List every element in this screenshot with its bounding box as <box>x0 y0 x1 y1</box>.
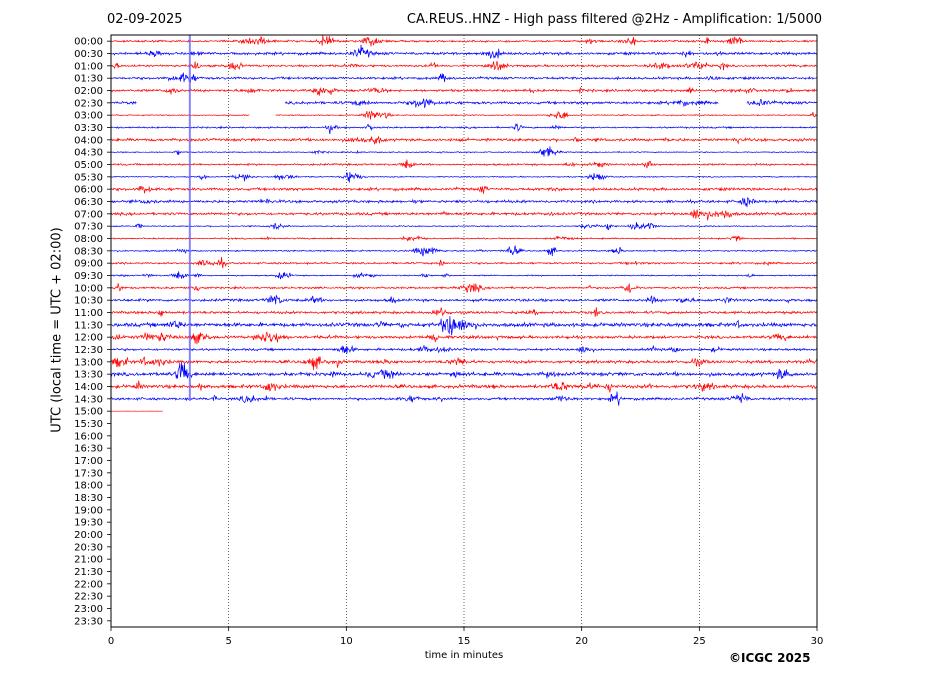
x-tick-label: 0 <box>108 636 114 647</box>
trace-02:00 <box>110 86 818 96</box>
y-tick-label: 02:30 <box>74 98 103 109</box>
x-axis-label: time in minutes <box>424 650 504 661</box>
trace-13:00 <box>110 356 818 371</box>
y-tick-label: 05:00 <box>74 160 103 171</box>
y-tick-label: 20:30 <box>74 542 103 553</box>
x-tick-label: 15 <box>458 636 471 647</box>
x-tick-label: 20 <box>575 636 588 647</box>
x-tick-label: 30 <box>811 636 824 647</box>
y-tick-label: 21:00 <box>74 555 103 566</box>
chart-title: CA.REUS..HNZ - High pass filtered @2Hz -… <box>406 12 822 27</box>
date-label: 02-09-2025 <box>107 12 183 27</box>
y-tick-label: 12:30 <box>74 345 103 356</box>
y-tick-label: 23:00 <box>74 604 103 615</box>
y-tick-label: 02:00 <box>74 86 103 97</box>
trace-08:00 <box>110 235 818 242</box>
trace-06:00 <box>110 185 818 194</box>
grid-lines <box>228 35 700 627</box>
y-tick-label: 12:00 <box>74 333 103 344</box>
trace-09:00 <box>111 256 818 269</box>
copyright-label: ©ICGC 2025 <box>729 651 811 665</box>
trace-12:30 <box>110 345 818 354</box>
y-tick-label: 19:30 <box>74 518 103 529</box>
trace-00:30 <box>110 44 818 59</box>
y-tick-label: 01:00 <box>74 61 103 72</box>
trace-12:00 <box>110 331 818 345</box>
trace-14:00 <box>110 380 818 394</box>
y-tick-label: 07:30 <box>74 222 103 233</box>
y-tick-label: 05:30 <box>74 172 103 183</box>
trace-10:30 <box>110 294 818 305</box>
y-tick-label: 03:00 <box>74 111 103 122</box>
y-tick-label: 23:30 <box>74 616 103 627</box>
y-tick-label: 04:00 <box>74 135 103 146</box>
y-tick-label: 11:30 <box>74 320 103 331</box>
trace-group <box>110 35 818 412</box>
trace-01:30 <box>110 72 818 83</box>
y-tick-label: 17:00 <box>74 456 103 467</box>
y-tick-label: 00:00 <box>74 37 103 48</box>
trace-01:00 <box>110 61 818 71</box>
y-tick-label: 19:00 <box>74 505 103 516</box>
trace-03:00 <box>110 110 818 120</box>
trace-02:30 <box>110 98 818 108</box>
y-tick-label: 08:00 <box>74 234 103 245</box>
trace-05:30 <box>111 171 818 183</box>
trace-07:00 <box>110 209 818 221</box>
y-tick-label: 13:30 <box>74 370 103 381</box>
y-tick-label: 15:30 <box>74 419 103 430</box>
x-tick-label: 25 <box>693 636 706 647</box>
y-tick-label: 22:00 <box>74 579 103 590</box>
trace-11:30 <box>110 316 817 336</box>
plot-frame <box>110 34 818 628</box>
trace-04:30 <box>110 146 818 157</box>
trace-08:30 <box>110 245 818 257</box>
trace-07:30 <box>110 221 818 231</box>
y-tick-label: 01:30 <box>74 74 103 85</box>
y-tick-label: 00:30 <box>74 49 103 60</box>
y-tick-label: 13:00 <box>74 357 103 368</box>
y-tick-label: 08:30 <box>74 246 103 257</box>
y-tick-label: 03:30 <box>74 123 103 134</box>
y-tick-label: 14:00 <box>74 382 103 393</box>
x-tick-group: 0 5 10 15 20 25 30 <box>108 627 824 647</box>
trace-06:30 <box>110 196 818 208</box>
trace-11:00 <box>110 307 818 317</box>
y-tick-label: 11:00 <box>74 308 103 319</box>
y-tick-label: 04:30 <box>74 148 103 159</box>
y-tick-label: 22:30 <box>74 592 103 603</box>
y-tick-label: 10:30 <box>74 296 103 307</box>
trace-10:00 <box>111 283 818 293</box>
y-tick-label: 16:00 <box>74 431 103 442</box>
y-tick-label: 18:30 <box>74 493 103 504</box>
trace-00:00 <box>110 35 818 47</box>
trace-14:30 <box>110 391 818 406</box>
y-tick-label: 15:00 <box>74 407 103 418</box>
y-tick-label: 21:30 <box>74 567 103 578</box>
y-tick-label: 06:30 <box>74 197 103 208</box>
y-tick-label: 09:00 <box>74 259 103 270</box>
y-tick-label: 10:00 <box>74 283 103 294</box>
trace-03:30 <box>110 122 818 135</box>
trace-05:00 <box>110 159 818 169</box>
x-tick-label: 10 <box>340 636 353 647</box>
x-tick-label: 5 <box>225 636 231 647</box>
y-tick-label: 17:30 <box>74 468 103 479</box>
trace-09:30 <box>110 271 818 280</box>
y-tick-label: 07:00 <box>74 209 103 220</box>
y-tick-label: 06:00 <box>74 185 103 196</box>
y-tick-label: 18:00 <box>74 481 103 492</box>
y-tick-label: 09:30 <box>74 271 103 282</box>
y-tick-label: 14:30 <box>74 394 103 405</box>
y-tick-label: 16:30 <box>74 444 103 455</box>
trace-04:00 <box>110 135 818 145</box>
y-tick-label: 20:00 <box>74 530 103 541</box>
trace-13:30 <box>110 362 818 380</box>
